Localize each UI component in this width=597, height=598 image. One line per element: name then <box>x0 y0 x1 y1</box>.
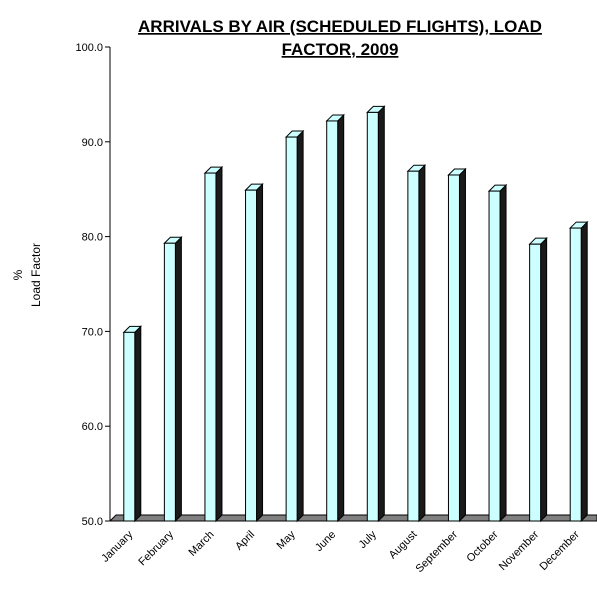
y-tick-label: 70.0 <box>82 326 103 338</box>
chart-title-line-1: ARRIVALS BY AIR (SCHEDULED FLIGHTS), LOA… <box>138 17 542 36</box>
chart-title-line-2: FACTOR, 2009 <box>282 40 399 59</box>
x-tick-label: February <box>136 528 176 568</box>
bar <box>569 220 589 523</box>
bar-front <box>447 174 460 522</box>
bar-side <box>458 167 466 523</box>
y-axis <box>109 47 597 522</box>
bar-front <box>245 189 258 522</box>
bar-side <box>215 165 223 523</box>
y-axis-label-line-2: Load Factor <box>29 243 43 307</box>
bar-side <box>580 220 588 523</box>
bar <box>447 167 467 523</box>
bar <box>406 163 427 523</box>
y-tick-labels: 50.0 60.0 70.0 80.0 90.0 100.0 <box>75 42 110 528</box>
bar-front <box>204 172 217 522</box>
bar <box>284 129 305 523</box>
bar-side <box>337 113 345 523</box>
bar-side <box>134 325 142 523</box>
y-axis-label-line-1: % <box>11 269 25 280</box>
bar-side <box>540 236 548 523</box>
bar-side <box>296 129 304 523</box>
y-tick-label: 50.0 <box>82 516 103 528</box>
y-tick-label: 80.0 <box>82 232 103 244</box>
y-tick-label: 60.0 <box>82 421 103 433</box>
bar-front <box>569 227 582 522</box>
bar-front <box>366 111 379 522</box>
bar <box>366 105 386 523</box>
bar <box>203 165 224 523</box>
bar <box>163 236 183 523</box>
x-tick-label: August <box>387 529 420 562</box>
bar-side <box>499 183 507 523</box>
x-tick-label: July <box>357 528 380 551</box>
chart-floor <box>108 514 597 522</box>
bar-side <box>256 182 264 523</box>
bar-side <box>377 105 385 523</box>
x-tick-label: November <box>497 528 542 573</box>
x-tick-label: March <box>186 529 216 559</box>
bar-front <box>488 190 501 522</box>
bar-front <box>285 136 298 522</box>
bar-side <box>418 163 426 523</box>
bars <box>122 105 589 523</box>
x-tick-label: June <box>313 529 338 554</box>
bar-side <box>174 236 182 523</box>
bar-front <box>326 120 339 522</box>
x-tick-labels: January February March April May June July Augu… <box>99 528 582 575</box>
floor-plane <box>108 514 597 522</box>
bar-front <box>529 243 542 522</box>
bar-front <box>163 242 176 522</box>
bar-front <box>123 331 136 522</box>
x-tick-label: September <box>414 528 461 575</box>
x-tick-label: October <box>465 528 501 564</box>
x-tick-label: January <box>99 528 136 565</box>
bar <box>122 325 142 523</box>
bar-front <box>407 170 420 522</box>
x-tick-label: December <box>537 528 582 573</box>
bar <box>244 182 264 523</box>
bar <box>325 113 345 523</box>
y-tick-label: 100.0 <box>75 42 103 54</box>
bar <box>487 183 508 523</box>
bar <box>528 236 548 523</box>
y-tick-label: 90.0 <box>82 137 103 149</box>
x-tick-label: April <box>233 529 257 553</box>
x-tick-label: May <box>275 528 299 552</box>
